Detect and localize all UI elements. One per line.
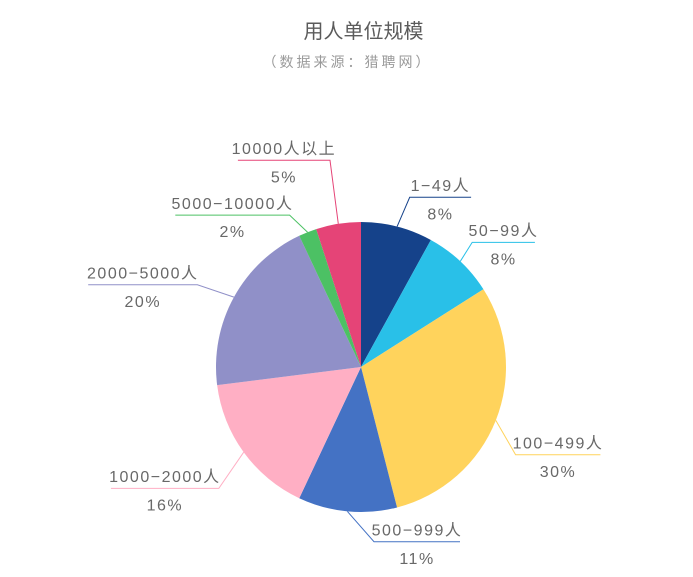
svg-text:100−499人: 100−499人 xyxy=(513,434,604,452)
svg-text:5%: 5% xyxy=(271,169,297,186)
svg-text:10000人以上: 10000人以上 xyxy=(232,140,337,158)
svg-text:8%: 8% xyxy=(427,206,453,223)
svg-text:30%: 30% xyxy=(540,464,577,481)
svg-text:11%: 11% xyxy=(399,551,434,568)
svg-text:8%: 8% xyxy=(490,252,516,269)
svg-text:1000−2000人: 1000−2000人 xyxy=(109,468,221,486)
svg-text:1−49人: 1−49人 xyxy=(411,177,471,195)
svg-text:20%: 20% xyxy=(125,294,162,311)
svg-text:50−99人: 50−99人 xyxy=(469,222,539,240)
svg-text:2000−5000人: 2000−5000人 xyxy=(87,265,199,283)
svg-text:500−999人: 500−999人 xyxy=(372,521,463,539)
svg-text:2%: 2% xyxy=(219,224,245,241)
svg-text:16%: 16% xyxy=(147,498,184,515)
svg-text:5000−10000人: 5000−10000人 xyxy=(172,195,294,213)
